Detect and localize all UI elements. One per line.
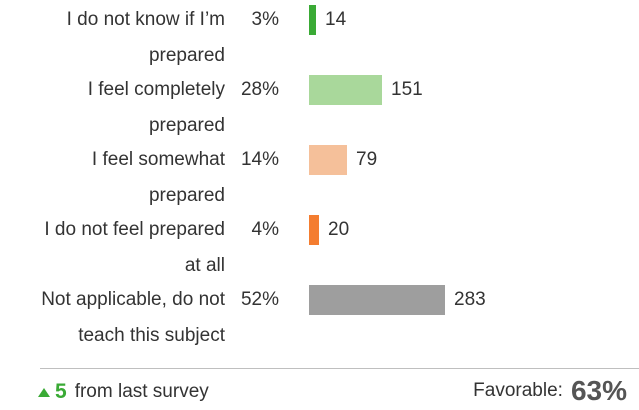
category-label: prepared: [148, 115, 225, 136]
favorable-label: Favorable:: [473, 380, 563, 401]
bar: [309, 285, 445, 315]
category-label: Not applicable, do not: [41, 289, 225, 310]
bar: [309, 75, 382, 105]
category-label: at all: [184, 255, 225, 276]
category-label: I do not know if I’m: [66, 9, 225, 30]
favorable-value: 63%: [570, 375, 627, 406]
value-label: 79: [356, 149, 378, 170]
bar: [309, 215, 319, 245]
category-label: prepared: [148, 45, 225, 66]
percent-label: 28%: [240, 79, 279, 100]
value-label: 151: [391, 79, 423, 100]
value-label: 14: [325, 9, 347, 30]
percent-label: 52%: [240, 289, 279, 310]
category-label: teach this subject: [78, 325, 225, 346]
trend-delta-value: 5: [55, 380, 67, 403]
trend-delta-text: from last survey: [74, 381, 209, 402]
bar: [309, 145, 347, 175]
category-label: prepared: [148, 185, 225, 206]
favorable-summary: Favorable: 63%: [473, 374, 627, 408]
percent-label: 3%: [251, 9, 279, 30]
category-label: I feel completely: [87, 79, 225, 100]
value-label: 20: [328, 219, 350, 240]
category-label: I feel somewhat: [91, 149, 225, 170]
trend-summary: 5 from last survey: [38, 378, 209, 406]
triangle-up-icon: [38, 387, 50, 397]
footer-divider: [40, 368, 639, 369]
percent-label: 14%: [240, 149, 279, 170]
bar: [309, 5, 316, 35]
category-label: I do not feel prepared: [44, 219, 225, 240]
percent-label: 4%: [251, 219, 279, 240]
value-label: 283: [454, 289, 486, 310]
